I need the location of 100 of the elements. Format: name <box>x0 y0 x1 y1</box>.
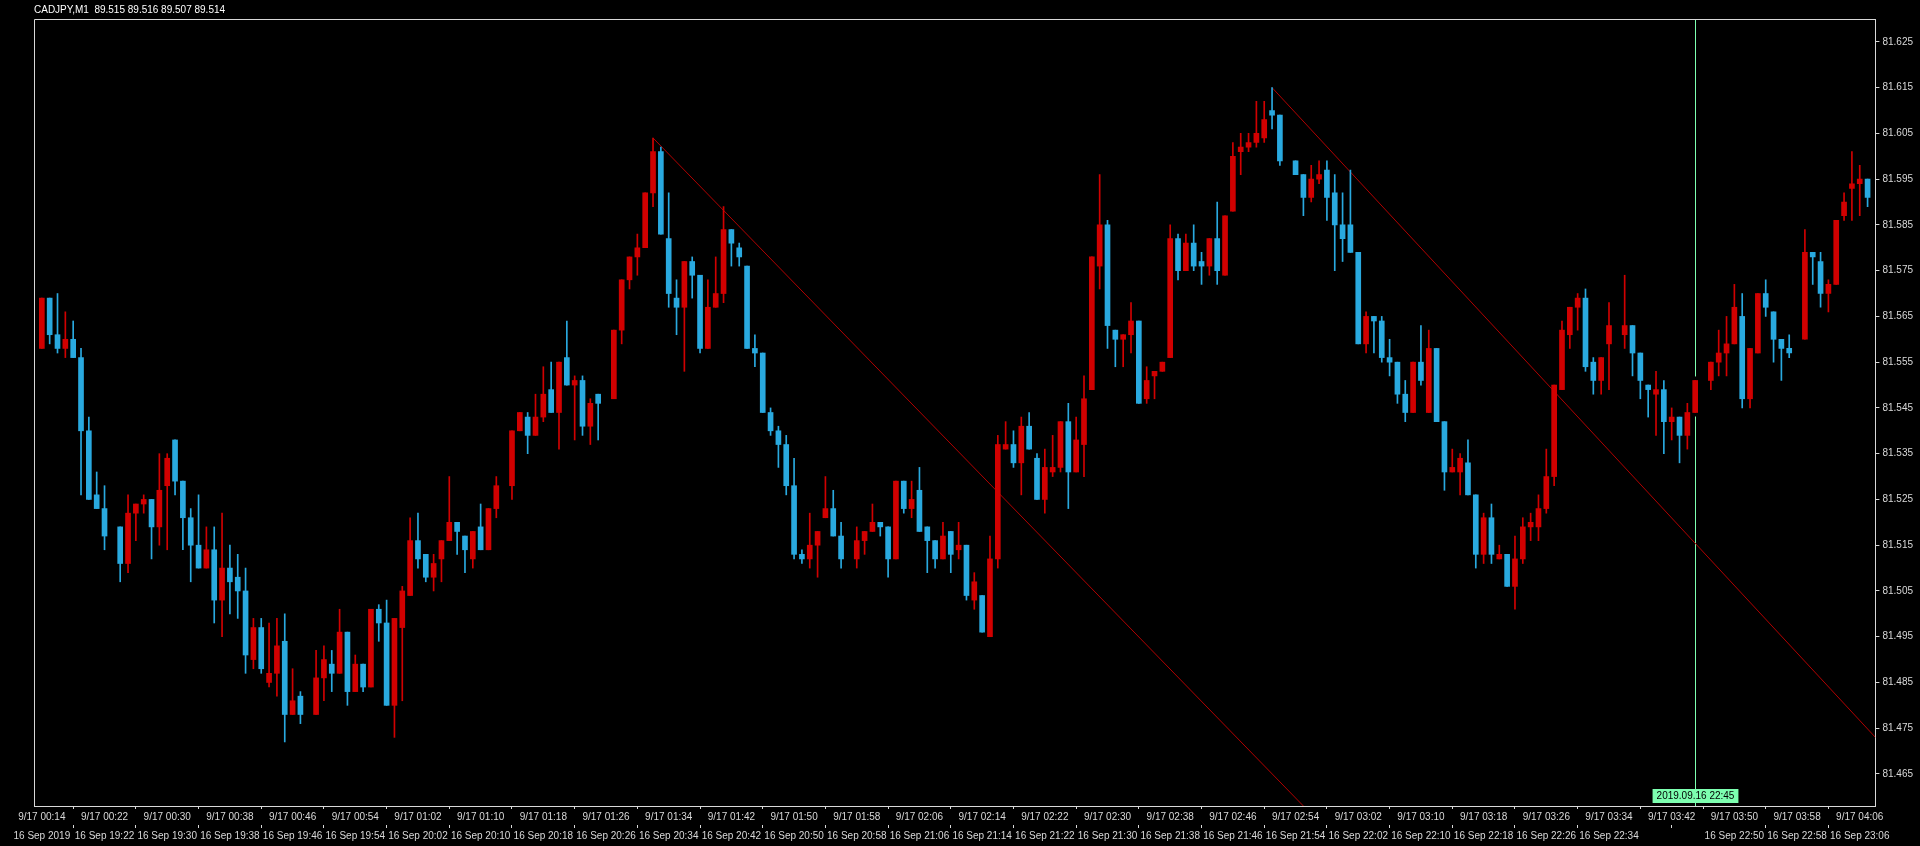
x-tick-label: 16 Sep 22:50 <box>1704 829 1765 841</box>
candlestick <box>1316 160 1322 185</box>
chart-title: CADJPY,M1 89.515 89.516 89.507 89.514 <box>34 3 226 15</box>
x-tick-label: 16 Sep 20:42 <box>701 829 762 841</box>
x-tick-label: 16 Sep 20:18 <box>513 829 574 841</box>
y-tick-label: 81.555 <box>1882 355 1914 367</box>
y-tick-label: 81.505 <box>1882 584 1914 596</box>
x2-tick-label: 9/17 03:50 <box>1710 810 1759 822</box>
x2-tick-label: 9/17 00:54 <box>331 810 380 822</box>
x-tick-label: 16 Sep 20:58 <box>827 829 887 841</box>
x2-tick-label: 9/17 02:06 <box>895 810 944 822</box>
x-tick-label: 16 Sep 21:54 <box>1265 829 1326 841</box>
x-tick-label: 16 Sep 19:38 <box>200 829 261 841</box>
y-tick-label: 81.525 <box>1882 493 1914 505</box>
candlestick <box>1371 316 1377 354</box>
x2-tick-label: 9/17 03:18 <box>1459 810 1508 822</box>
y-tick-label: 81.515 <box>1882 538 1914 550</box>
x2-tick-label: 9/17 02:38 <box>1146 810 1195 822</box>
y-tick-label: 81.575 <box>1882 264 1914 276</box>
x2-tick-label: 9/17 03:42 <box>1648 810 1696 822</box>
candlestick <box>1653 370 1659 436</box>
x-tick-label: 16 Sep 19:46 <box>262 829 323 841</box>
x-tick-label: 16 Sep 22:10 <box>1391 829 1452 841</box>
y-tick-label: 81.625 <box>1882 35 1914 47</box>
x-tick-label: 16 Sep 22:02 <box>1328 829 1389 841</box>
candlestick <box>752 334 758 368</box>
y-tick-label: 81.615 <box>1882 81 1914 93</box>
x2-tick-label: 9/17 01:42 <box>707 810 756 822</box>
y-tick-label: 81.465 <box>1882 767 1914 779</box>
y-tick-label: 81.495 <box>1882 630 1914 642</box>
x2-tick-label: 9/17 01:34 <box>645 810 693 822</box>
x2-tick-label: 9/17 01:26 <box>582 810 631 822</box>
x-tick-label: 16 Sep 21:14 <box>952 829 1013 841</box>
x-tick-label: 16 Sep 20:10 <box>450 829 511 841</box>
y-tick-label: 81.605 <box>1882 127 1914 139</box>
x-tick-label: 16 Sep 21:06 <box>889 829 950 841</box>
x-tick-label: 16 Sep 22:34 <box>1579 829 1640 841</box>
x-tick-label: 16 Sep 21:38 <box>1140 829 1201 841</box>
x-tick-label: 16 Sep 23:06 <box>1829 829 1890 841</box>
candlestick <box>1786 334 1793 358</box>
x2-tick-label: 9/17 00:30 <box>143 810 192 822</box>
candlestick <box>133 503 139 541</box>
y-tick-label: 81.535 <box>1882 447 1914 459</box>
y-tick-label: 81.595 <box>1882 172 1914 184</box>
x-tick-label: 16 Sep 2019 <box>13 829 71 841</box>
candlestick <box>595 393 602 441</box>
candlestick <box>1449 448 1456 473</box>
x2-tick-label: 9/17 00:38 <box>206 810 254 822</box>
x-tick-label: 16 Sep 21:22 <box>1015 829 1075 841</box>
candlestick <box>1856 165 1863 217</box>
candlestick <box>1237 133 1244 175</box>
x2-tick-label: 9/17 00:46 <box>268 810 317 822</box>
x2-tick-label: 9/17 01:50 <box>770 810 819 822</box>
x2-tick-label: 9/17 03:26 <box>1522 810 1571 822</box>
x-tick-label: 16 Sep 21:30 <box>1077 829 1138 841</box>
y-tick-label: 81.585 <box>1882 218 1914 230</box>
candlestick <box>1849 151 1855 221</box>
x-tick-label: 16 Sep 20:26 <box>576 829 637 841</box>
x-tick-label: 16 Sep 21:46 <box>1203 829 1264 841</box>
x2-tick-label: 9/17 01:18 <box>519 810 568 822</box>
candlestick <box>1715 329 1722 377</box>
candlestick <box>571 375 578 441</box>
x2-tick-label: 9/17 01:02 <box>394 810 443 822</box>
ref-line-label: 2019.09.16 22:45 <box>1656 790 1735 802</box>
x-tick-label: 16 Sep 19:22 <box>74 829 135 841</box>
x2-tick-label: 9/17 02:54 <box>1271 810 1320 822</box>
x2-tick-label: 9/17 02:30 <box>1083 810 1132 822</box>
candlestick <box>1120 334 1127 368</box>
candlestick <box>1809 252 1816 285</box>
x2-tick-label: 9/17 00:14 <box>18 810 66 822</box>
y-tick-label: 81.475 <box>1882 721 1914 733</box>
x2-tick-label: 9/17 02:22 <box>1021 810 1069 822</box>
x2-tick-label: 9/17 02:46 <box>1209 810 1257 822</box>
y-tick-label: 81.485 <box>1882 676 1914 688</box>
y-tick-label: 81.565 <box>1882 310 1914 322</box>
x2-tick-label: 9/17 01:10 <box>457 810 505 822</box>
x2-tick-label: 9/17 03:02 <box>1334 810 1383 822</box>
candlestick <box>266 622 272 688</box>
x-tick-label: 16 Sep 19:30 <box>137 829 198 841</box>
x-tick-label: 16 Sep 20:02 <box>388 829 449 841</box>
x-tick-label: 16 Sep 22:26 <box>1516 829 1577 841</box>
x2-tick-label: 9/17 03:34 <box>1585 810 1634 822</box>
x2-tick-label: 9/17 02:14 <box>958 810 1007 822</box>
candlestick <box>1645 384 1652 418</box>
x2-tick-label: 9/17 03:58 <box>1773 810 1822 822</box>
y-tick-label: 81.545 <box>1882 401 1914 413</box>
candlestick <box>1668 407 1675 441</box>
x2-tick-label: 9/17 04:06 <box>1836 810 1884 822</box>
x-tick-label: 16 Sep 20:34 <box>638 829 699 841</box>
x2-tick-label: 9/17 03:10 <box>1397 810 1446 822</box>
x2-tick-label: 9/17 00:22 <box>80 810 129 822</box>
candlestick <box>234 554 241 619</box>
x2-tick-label: 9/17 01:58 <box>833 810 881 822</box>
candlestick <box>1606 302 1612 390</box>
candlestick <box>328 650 335 692</box>
x-tick-label: 16 Sep 19:54 <box>325 829 386 841</box>
x-tick-label: 16 Sep 22:58 <box>1767 829 1828 841</box>
candlestick <box>1269 87 1275 130</box>
candlestick <box>227 544 233 615</box>
x-tick-label: 16 Sep 20:50 <box>764 829 825 841</box>
